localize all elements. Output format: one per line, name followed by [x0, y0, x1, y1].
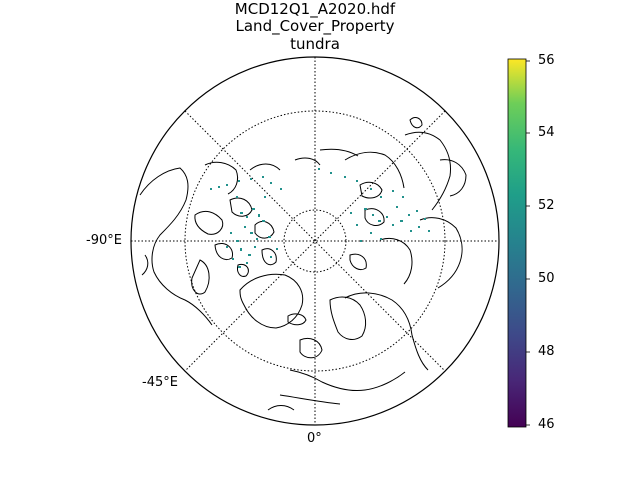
map-content	[131, 57, 499, 425]
title-filename: MCD12Q1_A2020.hdf	[234, 0, 396, 18]
colorbar	[507, 58, 530, 428]
colorbar-tick-label: 46	[538, 417, 555, 432]
colorbar-ticks	[526, 60, 530, 426]
colorbar-tick-label: 56	[538, 53, 555, 68]
colorbar-tick-label: 54	[538, 125, 555, 140]
tundra-pixels	[210, 168, 430, 268]
colorbar-tick-label: 50	[538, 271, 555, 286]
colorbar-tick-label: 48	[538, 344, 555, 359]
graticule	[131, 57, 499, 425]
lon-label-southwest: -45°E	[142, 375, 178, 390]
map-boundary	[130, 56, 500, 426]
title-class: tundra	[290, 35, 340, 53]
coastlines	[139, 117, 467, 411]
colorbar-tick-label: 52	[538, 198, 555, 213]
lon-label-west: -90°E	[86, 233, 122, 248]
title-variable: Land_Cover_Property	[235, 17, 395, 35]
lon-label-south: 0°	[307, 431, 322, 446]
